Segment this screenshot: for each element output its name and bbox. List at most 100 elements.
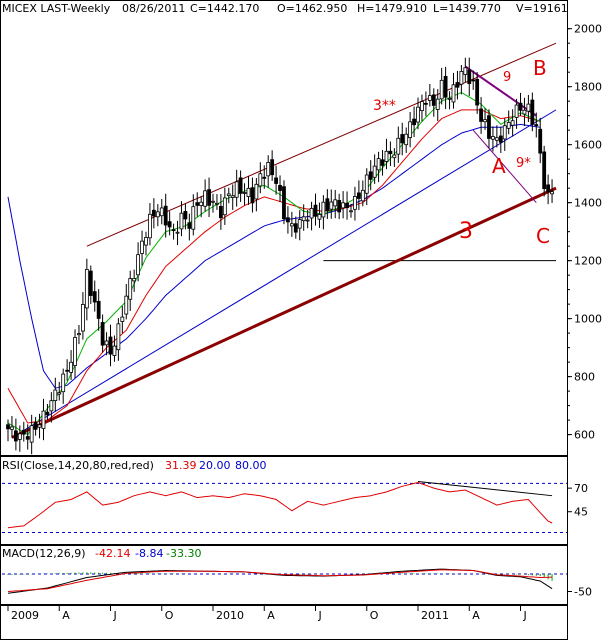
blue-trend-line bbox=[11, 109, 557, 438]
candle-body bbox=[175, 231, 180, 234]
candle-body bbox=[337, 199, 342, 213]
candle-body bbox=[234, 181, 239, 198]
moving-averages bbox=[7, 91, 541, 436]
candle-body bbox=[230, 195, 235, 198]
candle-body bbox=[443, 75, 448, 98]
candle-body bbox=[349, 210, 353, 213]
candle-body bbox=[77, 333, 81, 336]
rsi-tick-label: 70 bbox=[574, 482, 588, 495]
macd-value: -42.14 bbox=[95, 547, 130, 560]
y-tick-label: 600 bbox=[574, 429, 595, 442]
candle-body bbox=[215, 202, 219, 205]
rsi-lower: 20.00 bbox=[199, 459, 231, 472]
candle-body bbox=[151, 209, 156, 217]
channel-label-3-star: 3** bbox=[373, 98, 396, 114]
header-symbol: MICEX LAST-Weekly bbox=[2, 2, 111, 15]
x-tick-label: J bbox=[113, 609, 117, 622]
ma-mid-line bbox=[7, 109, 541, 424]
header-close: C=1442.170 bbox=[190, 2, 259, 15]
candle-body bbox=[183, 210, 188, 220]
candle-body bbox=[510, 120, 515, 126]
candle-body bbox=[297, 219, 302, 229]
candle-body bbox=[376, 158, 381, 171]
candle-body bbox=[384, 150, 389, 162]
candle-body bbox=[427, 95, 432, 101]
candle-body bbox=[104, 340, 109, 346]
candle-body bbox=[262, 176, 267, 179]
candle-body bbox=[364, 174, 369, 194]
rsi-panel bbox=[0, 456, 568, 545]
candle-body bbox=[226, 193, 231, 196]
rsi-upper: 80.00 bbox=[235, 459, 267, 472]
candle-body bbox=[526, 103, 531, 112]
candle-body bbox=[171, 229, 176, 232]
candle-body bbox=[305, 219, 310, 222]
candle-body bbox=[124, 295, 129, 315]
ma-slow-line bbox=[7, 123, 541, 389]
candle-body bbox=[467, 69, 472, 85]
x-tick-label: A bbox=[62, 609, 70, 622]
candle-body bbox=[471, 79, 476, 82]
candle-body bbox=[246, 187, 251, 197]
x-tick-label: O bbox=[165, 609, 174, 622]
wave-label-b: B bbox=[533, 56, 547, 80]
candle-body bbox=[45, 411, 50, 416]
candle-body bbox=[447, 97, 452, 100]
candle-body bbox=[96, 300, 101, 319]
y-tick-label: 2000 bbox=[574, 23, 602, 36]
candle-body bbox=[73, 337, 77, 366]
header-low: L=1439.770 bbox=[433, 2, 501, 15]
candle-body bbox=[286, 217, 290, 223]
candle-body bbox=[13, 430, 18, 442]
candle-body bbox=[116, 323, 121, 351]
macd-signal-line bbox=[7, 569, 553, 592]
rsi-tick-label: 45 bbox=[574, 506, 588, 519]
candle-body bbox=[92, 291, 97, 303]
price-panel bbox=[0, 0, 568, 456]
candle-body bbox=[69, 361, 73, 373]
candle-body bbox=[313, 204, 318, 217]
y-tick-label: 1600 bbox=[574, 139, 602, 152]
candle-body bbox=[65, 369, 70, 372]
candle-body bbox=[309, 207, 314, 219]
wave-label-c: C bbox=[536, 224, 550, 248]
candle-body bbox=[163, 205, 168, 226]
candle-body bbox=[412, 118, 416, 126]
x-tick-label: 2010 bbox=[216, 609, 244, 622]
macd-title: MACD(12,26,9) bbox=[2, 547, 86, 560]
candle-body bbox=[506, 122, 511, 129]
rsi-plot: 70 45 bbox=[2, 481, 588, 533]
candle-body bbox=[400, 134, 405, 144]
candle-body bbox=[479, 108, 483, 122]
x-tick-label: O bbox=[370, 609, 379, 622]
candle-body bbox=[439, 79, 444, 100]
candle-body bbox=[159, 207, 164, 217]
candle-body bbox=[317, 214, 322, 220]
candle-body bbox=[514, 104, 519, 118]
candle-body bbox=[120, 316, 125, 322]
candle-body bbox=[534, 124, 539, 126]
candle-body bbox=[179, 212, 184, 230]
candle-body bbox=[274, 177, 278, 184]
candle-body bbox=[84, 268, 89, 309]
x-tick-label: J bbox=[318, 609, 322, 622]
wave-label-a: A bbox=[492, 154, 506, 178]
candle-body bbox=[368, 171, 373, 180]
candle-body bbox=[325, 198, 330, 212]
header-date: 08/26/2011 bbox=[122, 2, 185, 15]
candle-body bbox=[81, 304, 85, 332]
candle-body bbox=[254, 183, 259, 200]
candle-body bbox=[112, 345, 117, 356]
candle-body bbox=[108, 336, 113, 355]
candle-body bbox=[167, 221, 172, 228]
candle-body bbox=[333, 199, 338, 207]
candle-body bbox=[41, 410, 46, 429]
candle-body bbox=[522, 109, 527, 115]
rsi-trendline bbox=[417, 481, 553, 497]
candle-body bbox=[270, 159, 275, 176]
candle-body bbox=[380, 159, 385, 166]
candle-body bbox=[238, 177, 243, 194]
candle-body bbox=[289, 223, 294, 227]
candle-body bbox=[487, 115, 491, 139]
